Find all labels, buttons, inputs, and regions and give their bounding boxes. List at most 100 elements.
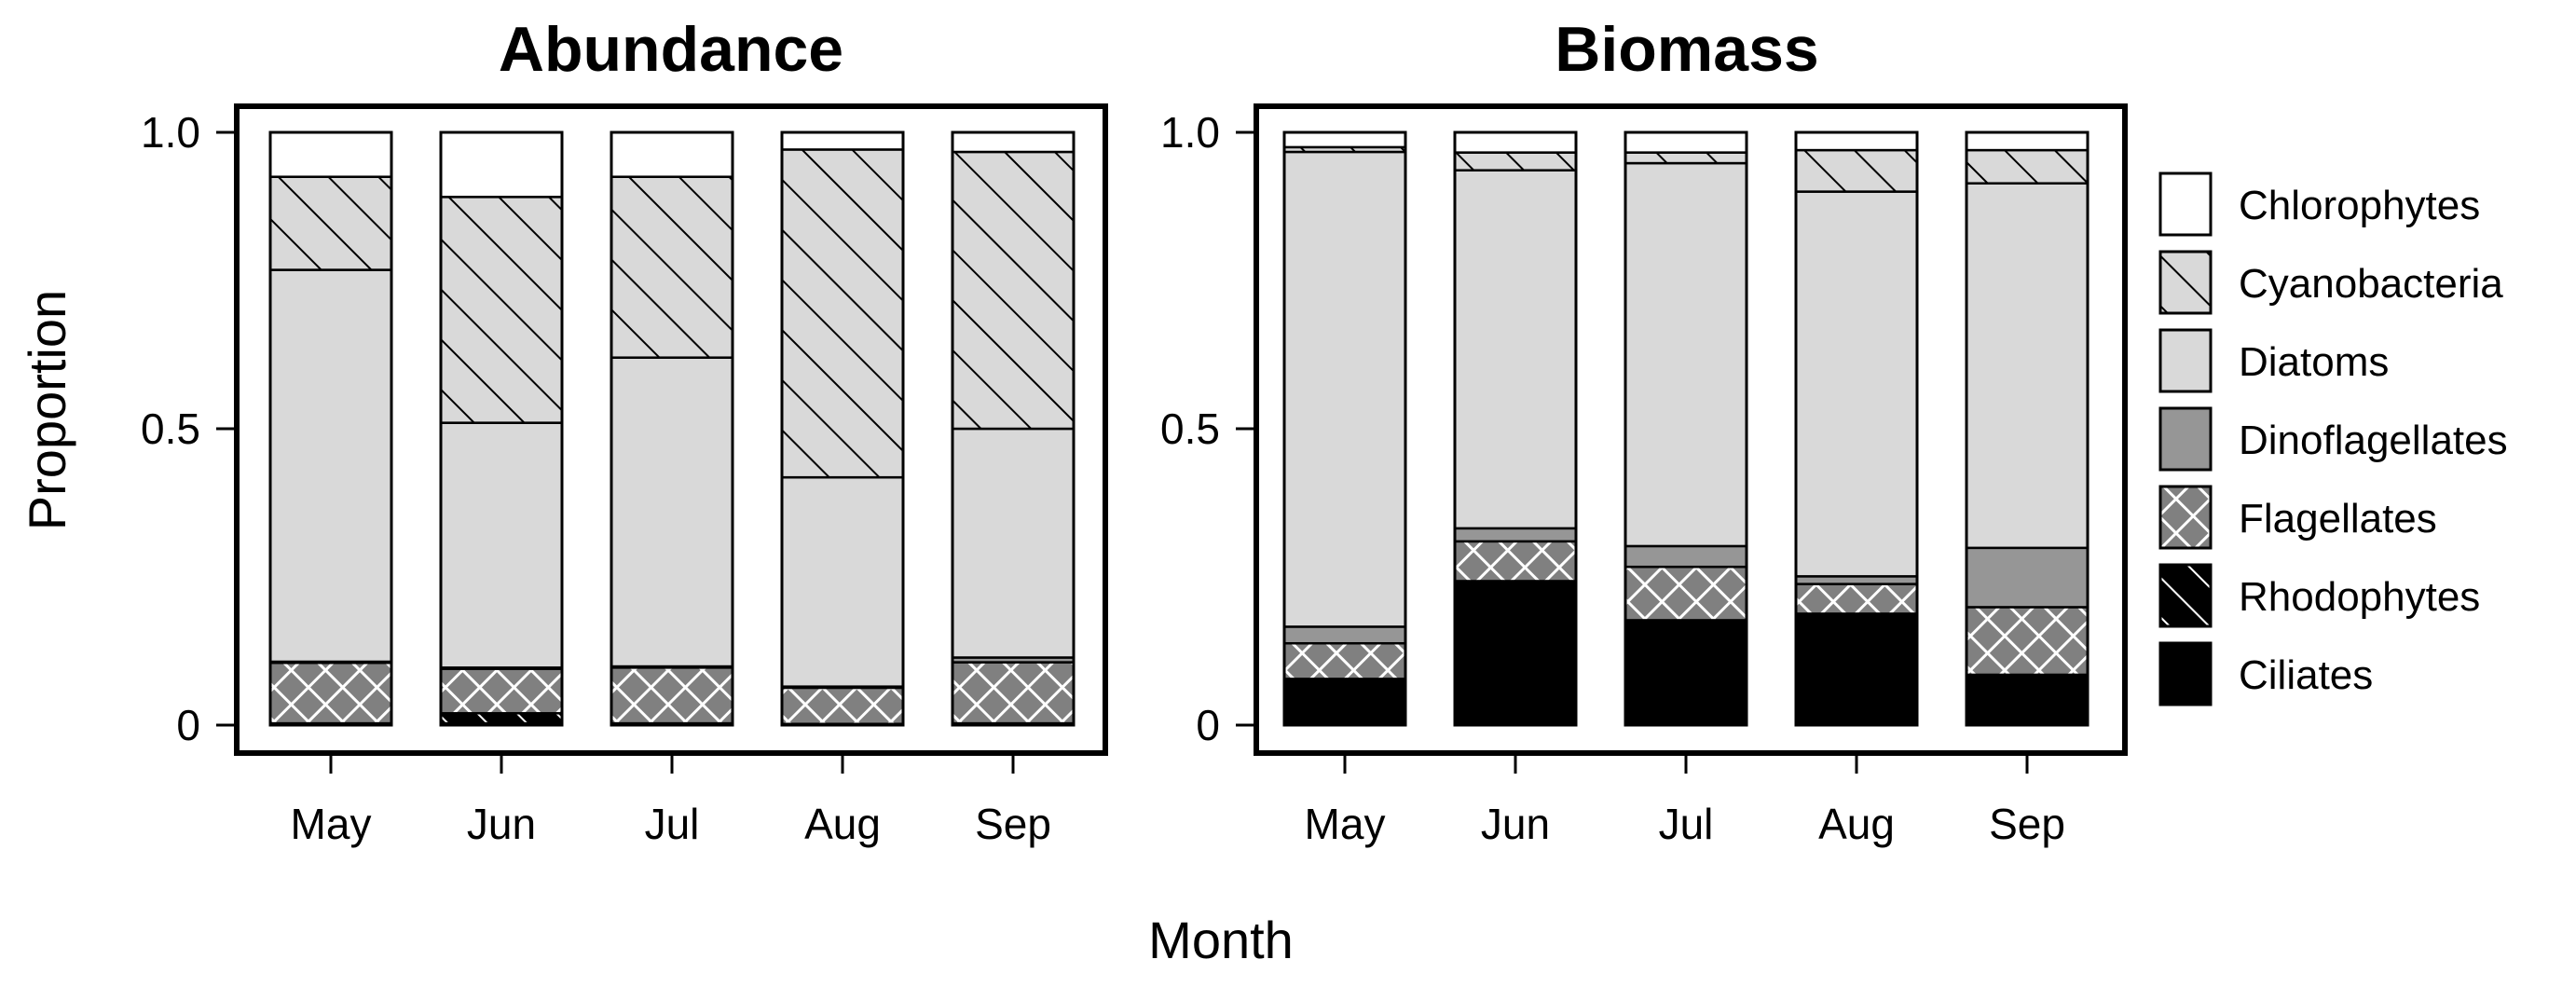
abundance-y-tick-label: 1.0	[141, 108, 200, 157]
abundance-segment-jun-cyanobacteria	[439, 196, 564, 424]
biomass-panel: Biomass 0 0.5 1.0 May Jun Jul Aug Sep	[1160, 14, 2128, 848]
biomass-segment-sep-ciliates	[1965, 673, 2090, 727]
biomass-y-tick-label: 0	[1196, 701, 1220, 749]
legend-label-cyanobacteria: Cyanobacteria	[2239, 261, 2503, 307]
biomass-bar-outline-jun	[1453, 130, 1578, 727]
biomass-x-tick-label-jul: Jul	[1659, 800, 1714, 848]
biomass-bar-jul	[1624, 130, 1748, 727]
abundance-bar-sep	[951, 130, 1076, 727]
biomass-segment-jun-dinoflagellates	[1453, 527, 1578, 543]
biomass-y-tick-label: 0.5	[1160, 404, 1220, 453]
biomass-segment-sep-diatoms	[1965, 182, 2090, 550]
abundance-segment-sep-diatoms	[951, 427, 1076, 659]
biomass-segment-jul-cyanobacteria	[1624, 151, 1748, 165]
biomass-segment-jun-diatoms	[1453, 169, 1578, 530]
biomass-segment-jul-chlorophytes	[1624, 130, 1748, 154]
abundance-x-tick-label-jul: Jul	[645, 800, 700, 848]
biomass-segment-sep-cyanobacteria	[1965, 148, 2090, 185]
biomass-segment-jun-flagellates	[1453, 540, 1578, 583]
abundance-x-axis: May Jun Jul Aug Sep	[291, 753, 1051, 848]
biomass-segment-may-flagellates	[1282, 641, 1407, 680]
biomass-bar-outline-may	[1282, 130, 1407, 727]
abundance-segment-may-diatoms	[268, 268, 393, 664]
legend: Chlorophytes Cyanobacteria Diatoms Dinoflag…	[2158, 171, 2508, 706]
y-axis-title: Proportion	[18, 290, 76, 530]
abundance-segment-sep-chlorophytes	[951, 130, 1076, 154]
biomass-segment-aug-chlorophytes	[1794, 130, 1919, 152]
abundance-segment-aug-diatoms	[780, 475, 905, 688]
abundance-bar-jun	[439, 130, 564, 727]
abundance-segment-may-chlorophytes	[268, 130, 393, 178]
legend-swatch-rhodophytes	[2158, 563, 2213, 628]
legend-item-dinoflagellates: Dinoflagellates	[2158, 406, 2508, 472]
legend-swatch-dinoflagellates	[2158, 406, 2213, 472]
abundance-segment-jul-flagellates	[610, 666, 734, 725]
abundance-segment-may-flagellates	[268, 661, 393, 725]
abundance-bar-outline-may	[268, 130, 393, 727]
legend-swatch-cyanobacteria	[2158, 250, 2213, 315]
legend-swatch-ciliates	[2158, 641, 2213, 706]
legend-swatch-chlorophytes	[2158, 171, 2213, 237]
abundance-bar-outline-jun	[439, 130, 564, 727]
biomass-segment-sep-dinoflagellates	[1965, 546, 2090, 609]
biomass-segment-jul-dinoflagellates	[1624, 544, 1748, 569]
legend-label-chlorophytes: Chlorophytes	[2239, 183, 2480, 228]
biomass-segment-aug-ciliates	[1794, 612, 1919, 727]
abundance-segment-jul-diatoms	[610, 356, 734, 668]
biomass-bar-sep	[1965, 130, 2090, 727]
biomass-bar-aug	[1794, 130, 1919, 727]
legend-item-chlorophytes: Chlorophytes	[2158, 171, 2480, 237]
biomass-segment-aug-flagellates	[1794, 583, 1919, 615]
abundance-y-axis: 0 0.5 1.0	[141, 108, 237, 749]
biomass-bar-may	[1282, 130, 1407, 727]
abundance-bar-outline-sep	[951, 130, 1076, 727]
abundance-segment-aug-cyanobacteria	[780, 148, 905, 479]
legend-item-ciliates: Ciliates	[2158, 641, 2373, 706]
abundance-segment-jun-rhodophytes	[439, 712, 564, 725]
abundance-segment-sep-cyanobacteria	[951, 150, 1076, 431]
abundance-bar-may	[268, 130, 393, 727]
abundance-bar-jul	[610, 130, 734, 727]
biomass-segment-jun-cyanobacteria	[1453, 151, 1578, 171]
legend-swatch-flagellates	[2158, 485, 2213, 550]
legend-item-diatoms: Diatoms	[2158, 328, 2389, 393]
biomass-bar-jun	[1453, 130, 1578, 727]
biomass-x-axis: May Jun Jul Aug Sep	[1305, 753, 2065, 848]
abundance-title: Abundance	[499, 14, 843, 85]
legend-item-flagellates: Flagellates	[2158, 485, 2437, 550]
biomass-bars	[1282, 130, 2090, 727]
biomass-segment-sep-flagellates	[1965, 606, 2090, 677]
legend-label-flagellates: Flagellates	[2239, 496, 2437, 541]
legend-item-cyanobacteria: Cyanobacteria	[2158, 250, 2503, 315]
biomass-bar-outline-sep	[1965, 130, 2090, 727]
biomass-segment-sep-chlorophytes	[1965, 130, 2090, 152]
abundance-segment-jun-chlorophytes	[439, 130, 564, 199]
x-axis-title: Month	[1148, 911, 1294, 969]
biomass-segment-may-chlorophytes	[1282, 130, 1407, 149]
biomass-segment-may-dinoflagellates	[1282, 625, 1407, 645]
abundance-segment-may-cyanobacteria	[268, 175, 393, 271]
biomass-segment-may-diatoms	[1282, 150, 1407, 628]
abundance-segment-jun-flagellates	[439, 667, 564, 715]
abundance-panel: Abundance 0 0.5 1.0 May Jun Jul Aug Sep	[141, 14, 1108, 848]
abundance-y-tick-label: 0	[176, 701, 200, 749]
biomass-segment-aug-cyanobacteria	[1794, 148, 1919, 193]
abundance-bars	[268, 130, 1076, 727]
abundance-segment-jul-cyanobacteria	[610, 175, 734, 359]
abundance-segment-jun-diatoms	[439, 421, 564, 669]
abundance-x-tick-label-may: May	[291, 800, 372, 848]
biomass-x-tick-label-sep: Sep	[1989, 800, 2065, 848]
biomass-segment-jun-chlorophytes	[1453, 130, 1578, 154]
abundance-bar-aug	[780, 130, 905, 727]
abundance-x-tick-label-jun: Jun	[467, 800, 536, 848]
biomass-x-tick-label-may: May	[1305, 800, 1386, 848]
legend-label-ciliates: Ciliates	[2239, 652, 2373, 698]
biomass-bar-outline-jul	[1624, 130, 1748, 727]
biomass-bar-outline-aug	[1794, 130, 1919, 727]
abundance-y-tick-label: 0.5	[141, 404, 200, 453]
abundance-segment-jul-chlorophytes	[610, 130, 734, 178]
biomass-segment-jun-ciliates	[1453, 580, 1578, 727]
biomass-x-tick-label-aug: Aug	[1818, 800, 1895, 848]
biomass-y-tick-label: 1.0	[1160, 108, 1220, 157]
